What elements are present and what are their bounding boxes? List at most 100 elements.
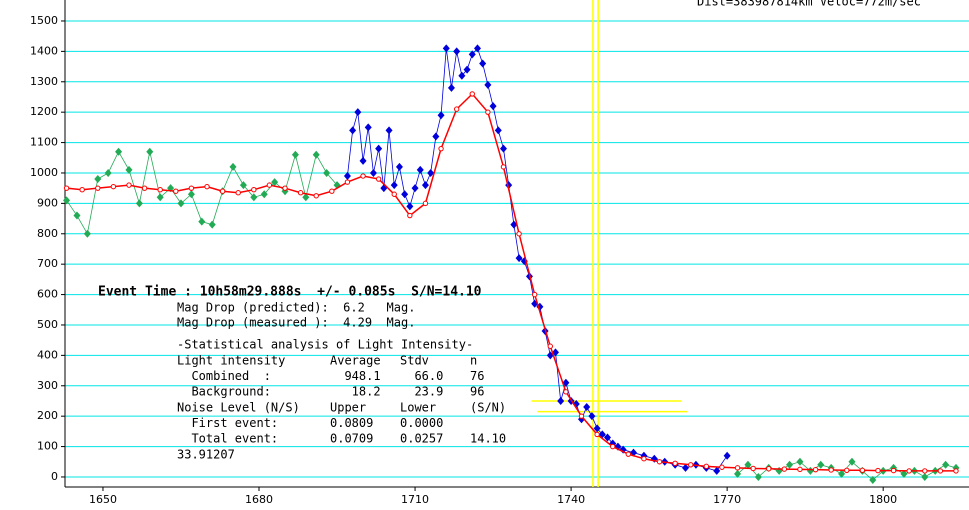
point	[369, 168, 377, 177]
stats-cell: 23.9	[400, 385, 443, 399]
point	[844, 467, 850, 473]
stats-title: -Statistical analysis of Light Intensity…	[177, 338, 473, 352]
point	[63, 196, 71, 205]
stats-cell: 0.0000	[400, 416, 443, 430]
point	[157, 186, 163, 193]
event-time: Event Time : 10h58m29.888s +/- 0.085s S/…	[98, 285, 482, 300]
point	[479, 59, 487, 68]
point	[838, 469, 846, 478]
point	[494, 126, 502, 135]
point	[79, 186, 85, 193]
y-tick-label: 1100	[30, 136, 58, 149]
stats-cell: 14.10	[470, 432, 506, 446]
point	[594, 431, 600, 438]
y-tick-label: 0	[51, 470, 58, 483]
point	[204, 183, 210, 190]
stats-cell: Average	[330, 354, 381, 368]
point	[515, 254, 523, 263]
point	[251, 186, 257, 193]
stats-cell: Stdv	[400, 354, 429, 368]
point	[848, 457, 856, 466]
stats-cell: Background:	[177, 385, 271, 399]
point	[95, 185, 101, 191]
point	[610, 443, 616, 450]
point	[177, 199, 185, 208]
point	[115, 147, 123, 156]
point	[583, 403, 591, 412]
point	[260, 190, 268, 199]
point	[390, 181, 398, 190]
point	[208, 220, 216, 229]
point	[329, 188, 335, 194]
point	[890, 467, 897, 474]
stats-cell: Upper	[330, 400, 366, 414]
point	[438, 145, 444, 152]
point	[94, 175, 102, 184]
y-tick-label: 900	[37, 196, 58, 209]
y-tick-label: 400	[37, 348, 58, 361]
point	[484, 80, 492, 89]
point	[703, 463, 710, 470]
point	[510, 220, 518, 229]
point	[781, 466, 788, 472]
point	[235, 190, 241, 196]
point	[313, 193, 319, 199]
point	[323, 168, 331, 177]
point	[719, 464, 725, 470]
point	[869, 476, 877, 485]
x-tick-label: 1770	[713, 493, 741, 506]
point	[432, 132, 440, 141]
point	[63, 185, 70, 191]
point	[385, 126, 393, 135]
point	[499, 144, 507, 153]
y-tick-label: 500	[37, 318, 58, 331]
point	[349, 126, 357, 135]
point	[463, 65, 471, 74]
point	[754, 472, 762, 481]
stats-cell: Noise Level (N/S)	[177, 400, 300, 414]
point	[406, 202, 414, 211]
point	[796, 457, 804, 466]
y-tick-label: 1400	[30, 44, 58, 57]
point	[375, 176, 382, 182]
stats-cell: First event:	[177, 416, 278, 430]
point	[282, 185, 288, 191]
point	[563, 389, 569, 395]
stats-cell: 96	[470, 385, 484, 399]
mag-line: Mag Drop (measured ): 4.29 Mag.	[177, 316, 415, 330]
stats-cell: (S/N)	[470, 400, 506, 414]
point	[516, 231, 522, 237]
point	[713, 466, 721, 475]
point	[380, 184, 388, 193]
point	[906, 468, 912, 474]
stats-cell: 66.0	[400, 369, 443, 383]
point	[250, 193, 258, 202]
point	[641, 456, 647, 462]
y-tick-label: 1300	[30, 75, 58, 88]
point	[828, 467, 834, 473]
point	[360, 173, 366, 179]
point	[416, 165, 424, 174]
point	[859, 467, 866, 473]
series-line	[347, 47, 728, 472]
point	[359, 156, 367, 165]
point	[531, 291, 538, 298]
point	[188, 185, 195, 191]
point	[73, 211, 81, 220]
point	[812, 466, 819, 473]
point	[744, 460, 752, 469]
point	[468, 50, 476, 59]
point	[354, 108, 362, 117]
footer-value: 33.91207	[177, 448, 235, 462]
point	[723, 451, 731, 460]
point	[173, 188, 179, 194]
point	[125, 165, 133, 174]
point	[806, 466, 814, 475]
point	[411, 184, 419, 193]
point	[500, 164, 507, 170]
point	[141, 185, 148, 191]
y-tick-label: 700	[37, 257, 58, 270]
stats-cell: 0.0709	[330, 432, 373, 446]
stats-cell: Combined :	[177, 369, 271, 383]
point	[489, 102, 497, 111]
